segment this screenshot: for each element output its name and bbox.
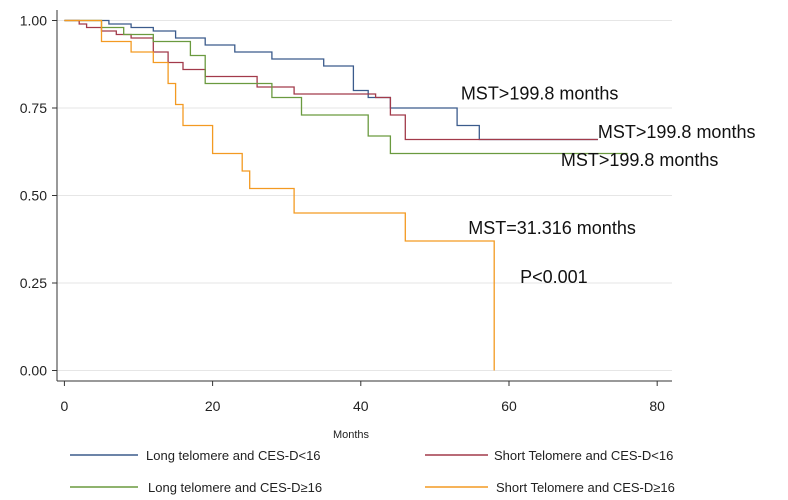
axes: 0.00 0.25 0.50 0.75 1.00 0 20 40 60 80 [20, 10, 672, 414]
series-line-2 [64, 19, 628, 155]
x-tick-label-0: 0 [61, 398, 69, 414]
legend-label-3: Short Telomere and CES-D≥16 [496, 480, 675, 495]
x-tick-label-2: 40 [353, 398, 369, 414]
gridlines [57, 20, 672, 371]
annotation-1: MST>199.8 months [598, 122, 756, 142]
y-tick-label-0: 0.00 [20, 363, 47, 379]
y-tick-label-4: 1.00 [20, 13, 47, 29]
legend-label-0: Long telomere and CES-D<16 [146, 448, 321, 463]
x-tick-label-1: 20 [205, 398, 221, 414]
series-line-1 [64, 19, 598, 141]
series-line-3 [64, 19, 495, 371]
annotations: MST>199.8 months MST>199.8 months MST>199.… [461, 83, 756, 287]
y-tick-label-1: 0.25 [20, 275, 47, 291]
annotation-2: MST>199.8 months [561, 150, 719, 170]
x-axis-title: Months [333, 429, 370, 441]
annotation-0: MST>199.8 months [461, 83, 619, 103]
annotation-3: MST=31.316 months [468, 218, 636, 238]
y-tick-label-3: 0.75 [20, 100, 47, 116]
legend: Long telomere and CES-D<16 Short Telomere… [70, 448, 675, 495]
y-tick-label-2: 0.50 [20, 188, 47, 204]
legend-label-2: Long telomere and CES-D≥16 [148, 480, 322, 495]
annotation-4: P<0.001 [520, 267, 588, 287]
legend-label-1: Short Telomere and CES-D<16 [494, 448, 673, 463]
x-tick-label-4: 80 [649, 398, 665, 414]
series-line-0 [64, 19, 598, 141]
series-lines [64, 19, 628, 371]
x-tick-label-3: 60 [501, 398, 517, 414]
